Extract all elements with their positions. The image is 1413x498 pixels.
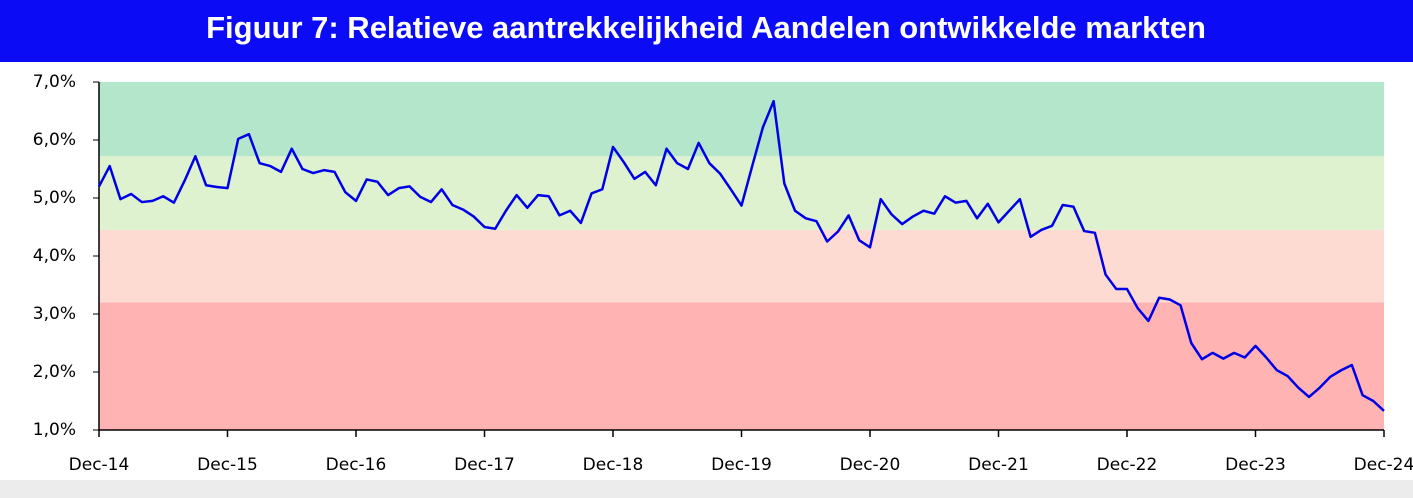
x-tick-label: Dec-20 xyxy=(840,455,901,475)
chart-title: Figuur 7: Relatieve aantrekkelijkheid Aa… xyxy=(206,10,1206,45)
x-tick-label: Dec-15 xyxy=(197,455,258,475)
x-tick-label: Dec-16 xyxy=(326,455,387,475)
y-tick-label: 2,0% xyxy=(33,362,76,382)
y-tick-label: 6,0% xyxy=(33,130,76,150)
line xyxy=(97,99,1385,412)
x-tick-label: Dec-21 xyxy=(968,455,1029,475)
band xyxy=(99,82,1384,157)
title-banner xyxy=(0,0,1413,62)
y-tick-label: 3,0% xyxy=(33,304,76,324)
y-tick-label: 1,0% xyxy=(33,420,76,440)
y-tick-label: 7,0% xyxy=(33,72,76,92)
x-tick-label: Dec-17 xyxy=(454,455,515,475)
y-tick-label: 5,0% xyxy=(33,188,76,208)
footer-strip xyxy=(0,480,1413,498)
x-tick-label: Dec-18 xyxy=(583,455,644,475)
y-tick-label: 4,0% xyxy=(33,246,76,266)
band xyxy=(99,229,1384,303)
band xyxy=(99,302,1384,430)
band xyxy=(99,156,1384,230)
x-tick-label: Dec-19 xyxy=(711,455,772,475)
x-tick-label: Dec-23 xyxy=(1225,455,1286,475)
x-tick-label: Dec-22 xyxy=(1097,455,1158,475)
x-tick-label: Dec-14 xyxy=(69,455,130,475)
x-tick-label: Dec-24 xyxy=(1354,455,1413,475)
